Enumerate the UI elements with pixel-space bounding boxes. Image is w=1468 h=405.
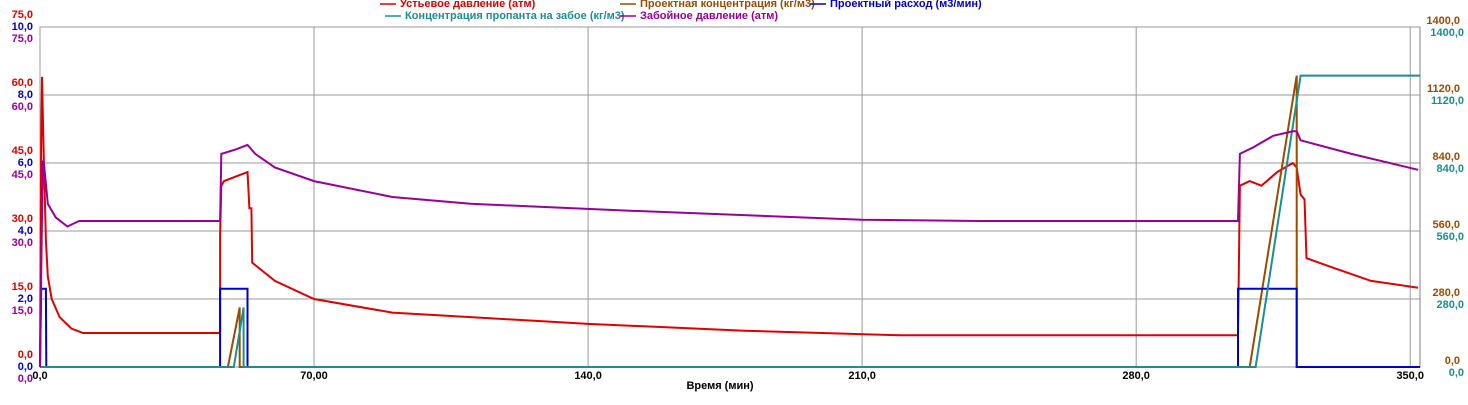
y-tick-label: 280,0 — [1436, 299, 1464, 311]
y-tick-label: 60,0 — [12, 77, 33, 89]
y-tick-label: 15,0 — [12, 281, 33, 293]
y-tick-label: 45,0 — [12, 169, 33, 181]
y-tick-label: 1400,0 — [1426, 15, 1460, 27]
y-tick-label: 560,0 — [1432, 219, 1460, 231]
y-tick-label: 2,0 — [18, 293, 33, 305]
y-tick-label: 560,0 — [1436, 231, 1464, 243]
series-line — [40, 74, 1420, 368]
y-tick-label: 0,0 — [18, 373, 33, 385]
y-tick-label: 15,0 — [12, 305, 33, 317]
y-tick-label: 0,0 — [1449, 367, 1464, 379]
legend-label: Устьевое давление (атм) — [400, 0, 536, 10]
y-tick-label: 1120,0 — [1427, 83, 1460, 95]
y-tick-label: 0,0 — [18, 349, 33, 361]
y-tick-label: 0,0 — [1445, 355, 1460, 367]
x-tick-label: 70,00 — [300, 370, 328, 382]
x-tick-label: 350,0 — [1396, 370, 1424, 382]
x-tick-label: 210,0 — [848, 370, 876, 382]
y-tick-label: 8,0 — [18, 89, 33, 101]
legend-label: Проектный расход (м3/мин) — [830, 0, 982, 10]
y-tick-label: 6,0 — [18, 157, 33, 169]
legend-label: Забойное давление (атм) — [640, 10, 778, 22]
legend-label: Концентрация пропанта на забое (кг/м3) — [405, 10, 625, 22]
y-tick-label: 75,0 — [12, 33, 33, 45]
y-tick-label: 30,0 — [12, 213, 33, 225]
plot-area — [39, 26, 1421, 368]
series-line — [39, 287, 1420, 368]
x-tick-label: 140,0 — [574, 370, 602, 382]
y-tick-label: 1120,0 — [1431, 95, 1464, 107]
x-tick-label: 280,0 — [1122, 370, 1150, 382]
y-tick-label: 280,0 — [1432, 287, 1460, 299]
y-tick-label: 60,0 — [12, 101, 33, 113]
y-tick-label: 30,0 — [12, 237, 33, 249]
y-tick-label: 0,0 — [18, 361, 33, 373]
legend-label: Проектная концентрация (кг/м3) — [640, 0, 815, 10]
y-tick-label: 840,0 — [1436, 163, 1464, 175]
y-tick-label: 75,0 — [12, 9, 33, 21]
y-tick-label: 4,0 — [18, 225, 33, 237]
y-tick-label: 840,0 — [1432, 151, 1460, 163]
series-line — [39, 130, 1419, 368]
y-tick-label: 1400,0 — [1430, 27, 1464, 39]
x-tick-label: 0,0 — [32, 370, 47, 382]
x-axis-label: Время (мин) — [686, 380, 753, 392]
series-line — [39, 76, 1419, 368]
y-tick-label: 45,0 — [12, 145, 33, 157]
y-tick-label: 10,0 — [12, 21, 33, 33]
